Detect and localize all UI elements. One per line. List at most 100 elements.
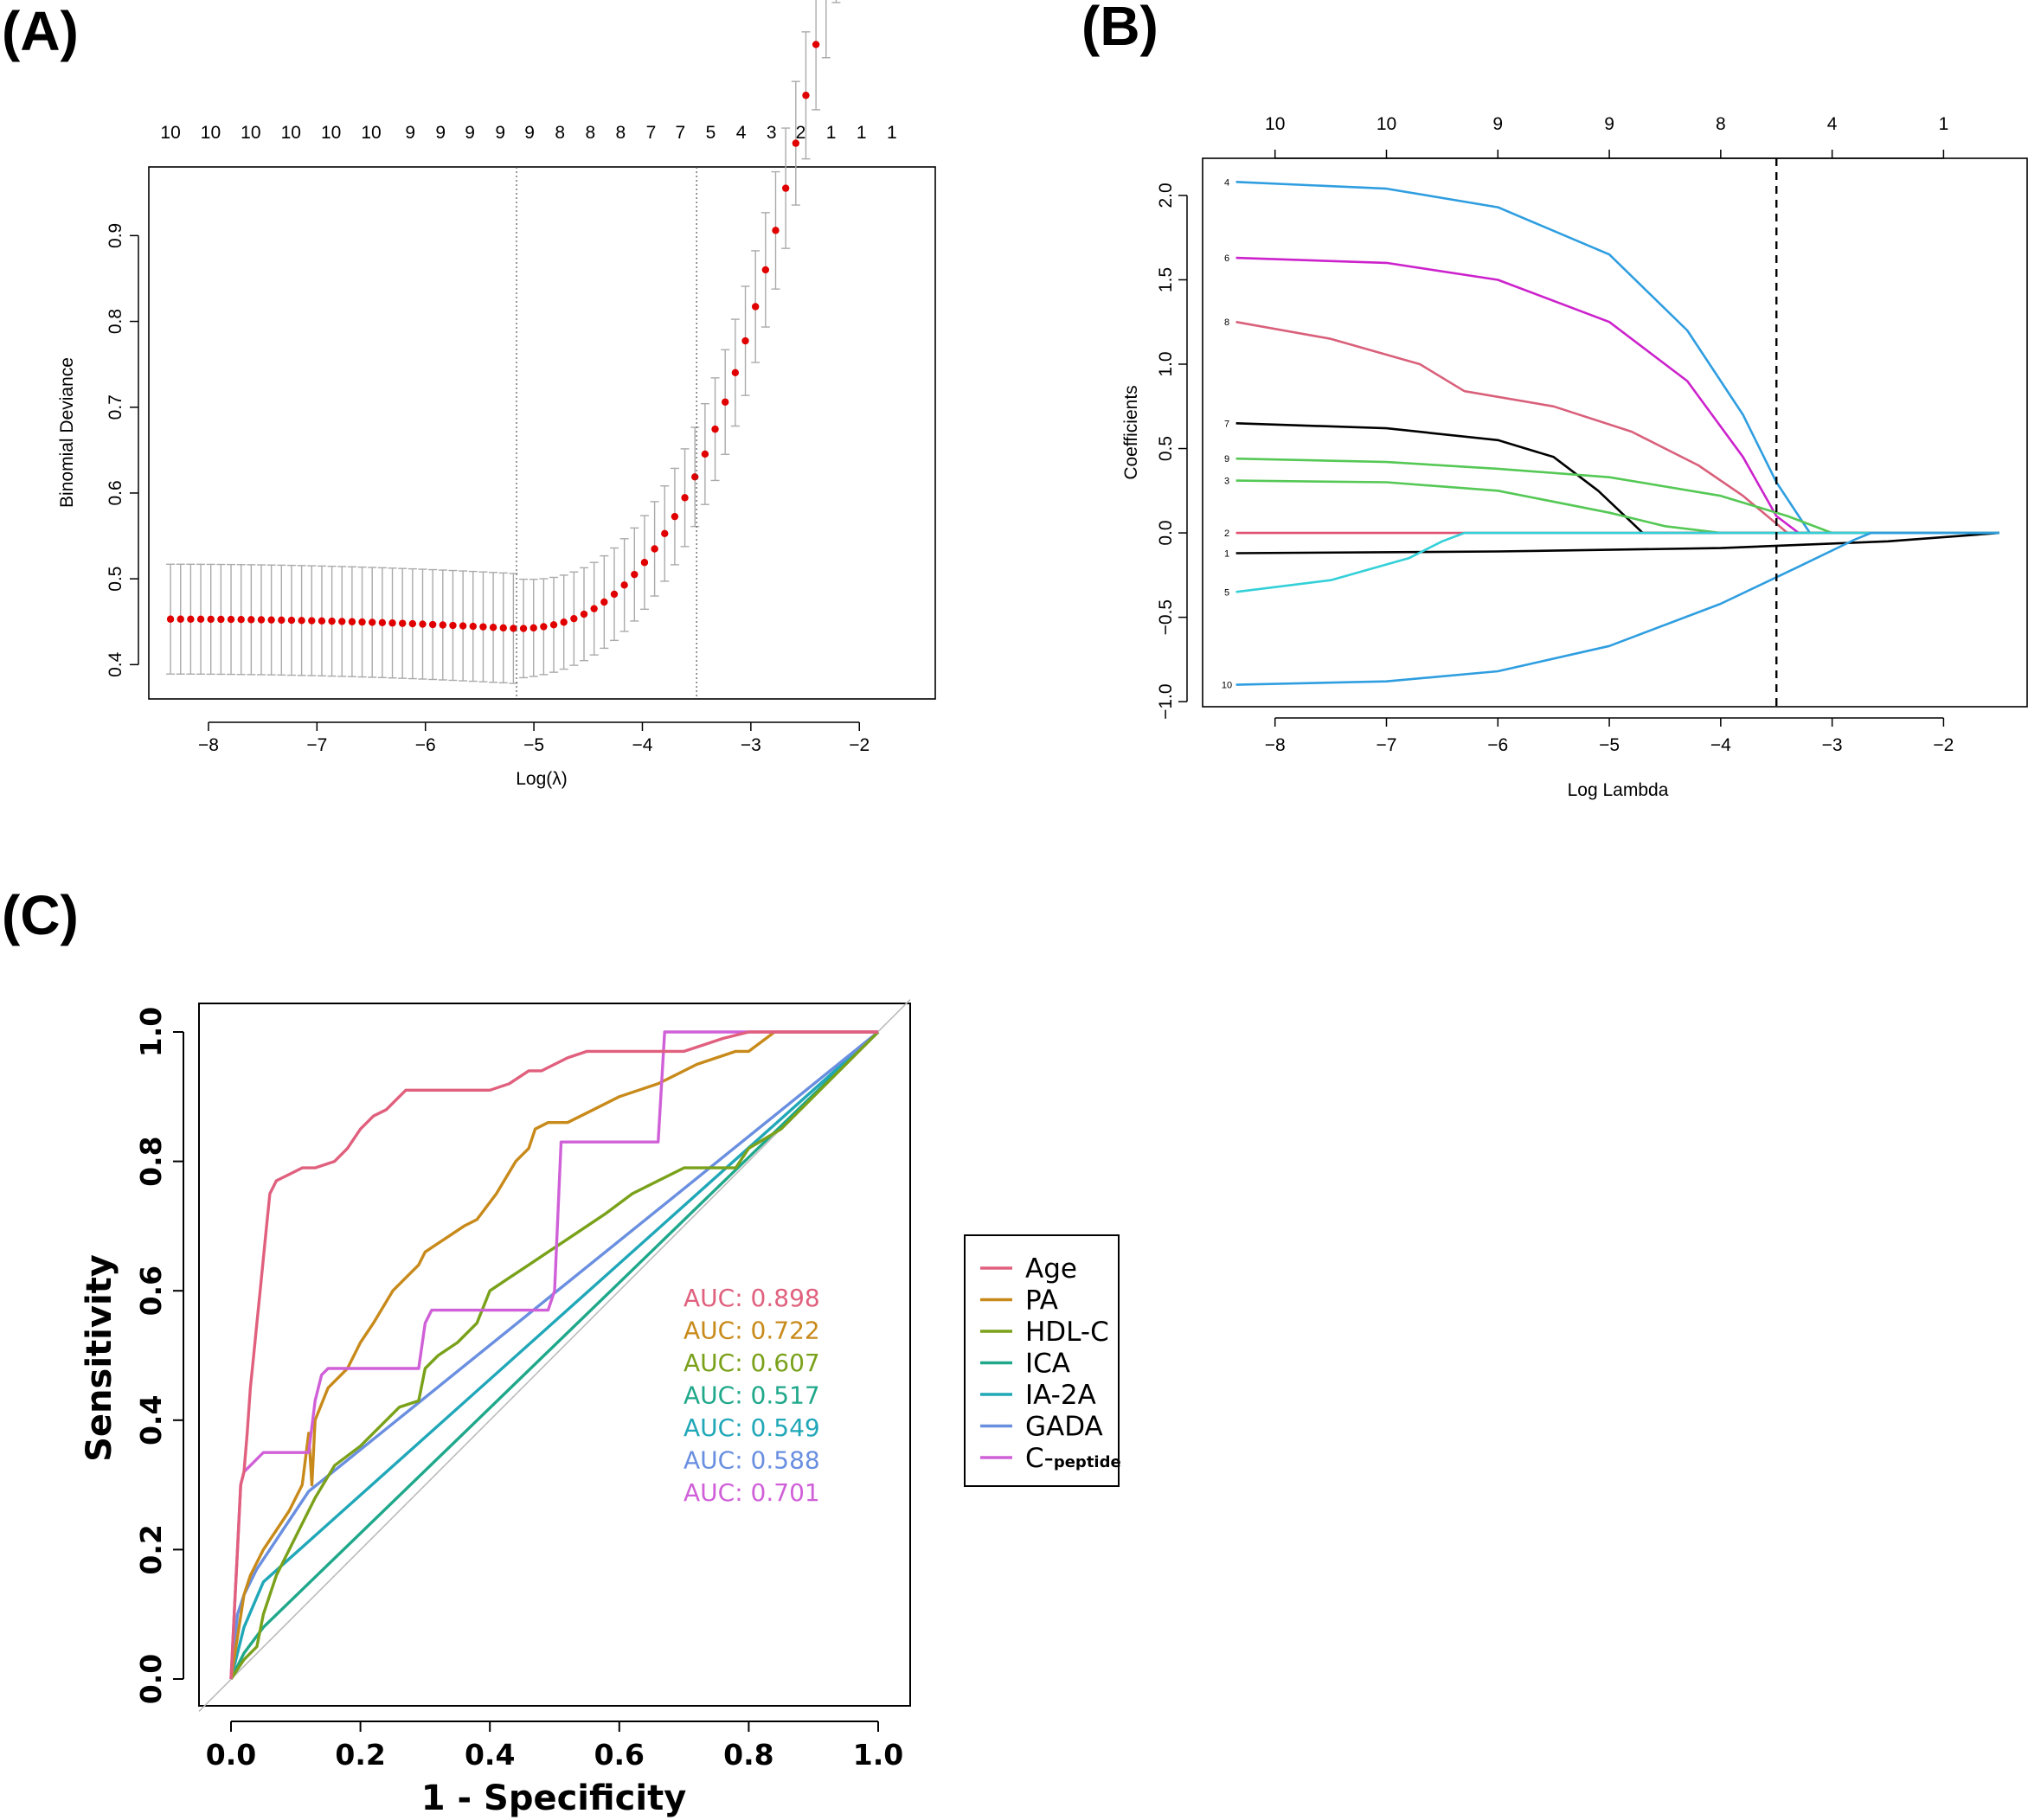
legend-frame bbox=[964, 1234, 1120, 1487]
panel-label-c: (C) bbox=[2, 884, 79, 946]
cv-point bbox=[308, 617, 316, 625]
y-tick-label: 0.4 bbox=[106, 651, 125, 677]
top-count-label: 2 bbox=[796, 123, 806, 143]
top-counts-b: 10 10 9 9 8 4 1 bbox=[1265, 114, 1949, 159]
x-axis-title-a: Log(λ) bbox=[516, 769, 568, 789]
cv-point bbox=[640, 559, 649, 567]
cv-point bbox=[600, 598, 608, 606]
y-axis-c: 0.0 0.2 0.4 0.6 0.8 1.0 bbox=[134, 1007, 184, 1704]
top-count-label: 1 bbox=[887, 123, 897, 143]
y-tick-label: 0.2 bbox=[134, 1524, 168, 1574]
y-axis-title-b: Coefficients bbox=[1121, 385, 1141, 479]
coef-path-label: 5 bbox=[1224, 587, 1229, 598]
plot-frame-a bbox=[148, 166, 936, 700]
x-tick-label: 0.6 bbox=[594, 1738, 645, 1772]
cv-point bbox=[772, 227, 780, 234]
top-count-label: 8 bbox=[1716, 114, 1726, 134]
auc-label: AUC: 0.898 bbox=[683, 1284, 820, 1312]
coef-path-label: 4 bbox=[1224, 177, 1229, 188]
roc-curves-c bbox=[229, 1030, 880, 1680]
coef-path bbox=[1235, 531, 1999, 686]
cv-point bbox=[671, 512, 679, 521]
cv-point bbox=[510, 625, 517, 632]
cv-point bbox=[761, 266, 770, 274]
legend-label: GADA bbox=[1025, 1412, 1103, 1443]
cv-point bbox=[408, 619, 417, 628]
x-tick-label: 0.0 bbox=[206, 1738, 256, 1772]
x-tick-label: −8 bbox=[1265, 735, 1286, 755]
top-count-label: 9 bbox=[405, 123, 415, 143]
cv-point bbox=[369, 618, 376, 626]
cv-point bbox=[257, 616, 266, 624]
x-tick-label: 0.2 bbox=[335, 1738, 385, 1772]
cv-point bbox=[590, 605, 598, 612]
auc-label: AUC: 0.549 bbox=[683, 1413, 820, 1442]
legend-label: Age bbox=[1025, 1253, 1077, 1285]
cv-deviance-chart: −8 −7 −6 −5 −4 −3 −2 0.40.50.60.70.80.9 10 10 10… bbox=[57, 0, 936, 789]
top-count-label: 10 bbox=[281, 123, 301, 143]
cv-point bbox=[439, 621, 447, 629]
cv-point bbox=[722, 398, 729, 406]
roc-curve bbox=[229, 1030, 880, 1680]
top-count-label: 4 bbox=[1827, 114, 1838, 134]
cv-point bbox=[469, 622, 477, 631]
cv-point bbox=[419, 620, 427, 628]
y-tick-label: 0.6 bbox=[134, 1266, 168, 1316]
coef-path bbox=[1235, 531, 1999, 554]
y-tick-label: −0.5 bbox=[1156, 599, 1176, 635]
cv-point bbox=[358, 618, 366, 626]
cv-point bbox=[278, 616, 286, 625]
cv-point bbox=[570, 614, 578, 623]
roc-curve bbox=[229, 1030, 880, 1680]
cv-point bbox=[802, 92, 810, 99]
cv-point bbox=[227, 615, 235, 624]
cv-point bbox=[318, 617, 326, 625]
x-tick-label: −3 bbox=[1822, 735, 1843, 755]
cv-point bbox=[187, 615, 195, 623]
top-counts-a: 10 10 10 10 10 10 9 9 9 9 9 8 8 8 7 7 5 4 3 2 1 1 1 bbox=[160, 123, 896, 143]
cv-point bbox=[540, 623, 548, 631]
cv-point bbox=[620, 581, 628, 589]
roc-chart: 0.0 0.2 0.4 0.6 0.8 1.0 0.0 0.2 0.4 0.6 0.8 1.0 AU… bbox=[80, 999, 1121, 1818]
y-tick-label: 2.0 bbox=[1156, 183, 1176, 208]
coef-path-label: 8 bbox=[1224, 317, 1229, 328]
cv-point bbox=[681, 494, 689, 502]
x-tick-label: −2 bbox=[849, 735, 870, 755]
x-tick-label: 0.8 bbox=[723, 1738, 773, 1772]
cv-point bbox=[449, 621, 457, 630]
auc-labels-c: AUC: 0.898 AUC: 0.722 AUC: 0.607 AUC: 0.517… bbox=[683, 1284, 820, 1507]
cv-point bbox=[610, 590, 619, 599]
x-tick-label: −5 bbox=[1599, 735, 1620, 755]
top-count-label: 1 bbox=[1939, 114, 1949, 134]
top-count-label: 9 bbox=[1492, 114, 1503, 134]
legend-label: C-peptide bbox=[1025, 1443, 1121, 1474]
top-count-label: 9 bbox=[435, 123, 446, 143]
top-count-label: 8 bbox=[616, 123, 626, 143]
top-count-label: 7 bbox=[646, 123, 657, 143]
x-axis-a: −8 −7 −6 −5 −4 −3 −2 bbox=[198, 721, 870, 755]
legend-label: HDL-C bbox=[1025, 1317, 1109, 1348]
coef-path bbox=[1235, 479, 1999, 535]
y-tick-label: −1.0 bbox=[1156, 683, 1176, 719]
x-axis-c: 0.0 0.2 0.4 0.6 0.8 1.0 bbox=[206, 1721, 903, 1772]
cv-point bbox=[731, 368, 740, 376]
cv-point bbox=[176, 615, 184, 623]
cv-point bbox=[751, 303, 760, 311]
coef-labels-b: 4 6 8 7 9 3 2 1 5 10 bbox=[1222, 177, 1232, 690]
top-count-label: 10 bbox=[321, 123, 341, 143]
coef-path-label: 7 bbox=[1224, 419, 1229, 429]
cv-point bbox=[298, 617, 305, 625]
errorbars-a bbox=[166, 0, 841, 684]
cv-point bbox=[529, 624, 537, 632]
top-count-label: 10 bbox=[361, 123, 381, 143]
legend-label: IA-2A bbox=[1025, 1380, 1096, 1411]
coef-path-label: 10 bbox=[1222, 681, 1232, 691]
top-count-label: 10 bbox=[201, 123, 221, 143]
y-tick-label: 0.7 bbox=[106, 394, 125, 420]
y-tick-label: 1.0 bbox=[134, 1007, 168, 1057]
top-count-label: 5 bbox=[706, 123, 716, 143]
cv-point bbox=[479, 623, 487, 631]
y-tick-label: 0.8 bbox=[134, 1136, 168, 1186]
